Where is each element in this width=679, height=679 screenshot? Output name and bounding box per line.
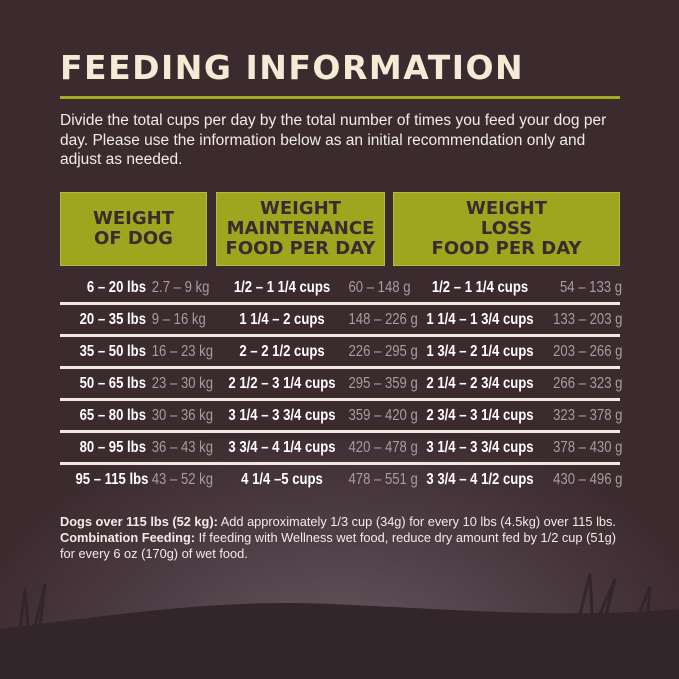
maintenance-grams: 295 – 359 g <box>348 375 418 392</box>
maintenance-grams: 148 – 226 g <box>348 311 418 328</box>
maintenance-cups: 2 – 2 1/2 cups <box>239 343 325 360</box>
loss-grams: 266 – 323 g <box>553 375 623 392</box>
maintenance-cups: 3 1/4 – 3 3/4 cups <box>228 407 336 424</box>
loss-grams: 133 – 203 g <box>553 311 623 328</box>
maintenance-cups: 4 1/4 –5 cups <box>241 471 323 488</box>
maintenance-cups: 2 1/2 – 3 1/4 cups <box>228 375 336 392</box>
weight-kg: 23 – 30 kg <box>151 375 214 392</box>
weight-kg: 16 – 23 kg <box>151 343 214 360</box>
weight-kg: 9 – 16 kg <box>151 311 206 328</box>
row-divider <box>60 334 620 337</box>
table-row: 20 – 35 lbs 9 – 16 kg 1 1/4 – 2 cups 148 – … <box>60 305 623 335</box>
combination-feeding-label: Combination Feeding: <box>60 530 196 545</box>
row-divider <box>60 430 620 433</box>
maintenance-cups: 1 1/4 – 2 cups <box>239 311 325 328</box>
weight-lbs: 20 – 35 lbs <box>79 311 146 328</box>
weight-lbs: 95 – 115 lbs <box>75 471 149 488</box>
weight-kg: 30 – 36 kg <box>151 407 214 424</box>
table-row: 6 – 20 lbs 2.7 – 9 kg 1/2 – 1 1/4 cups 60 –… <box>60 273 622 303</box>
header-weight-of-dog: WEIGHT OF DOG <box>60 192 207 266</box>
loss-cups: 2 3/4 – 3 1/4 cups <box>426 407 534 424</box>
loss-cups: 3 3/4 – 4 1/2 cups <box>426 471 534 488</box>
maintenance-grams: 60 – 148 g <box>348 279 411 296</box>
over-115-text: Add approximately 1/3 cup (34g) for ever… <box>217 514 616 529</box>
combination-feeding-text: If feeding with Wellness wet food, reduc… <box>60 530 616 561</box>
row-divider <box>60 462 620 465</box>
maintenance-grams: 359 – 420 g <box>348 407 418 424</box>
maintenance-grams: 226 – 295 g <box>348 343 418 360</box>
loss-grams: 203 – 266 g <box>553 343 623 360</box>
grass-hill-silhouette <box>0 573 679 679</box>
weight-lbs: 50 – 65 lbs <box>79 375 146 392</box>
table-row: 35 – 50 lbs 16 – 23 kg 2 – 2 1/2 cups 226 –… <box>60 337 623 367</box>
row-divider <box>60 398 620 401</box>
loss-grams: 430 – 496 g <box>553 471 623 488</box>
table-row: 95 – 115 lbs 43 – 52 kg 4 1/4 –5 cups 478 –… <box>60 465 623 495</box>
weight-lbs: 65 – 80 lbs <box>79 407 146 424</box>
weight-lbs: 6 – 20 lbs <box>86 279 146 296</box>
maintenance-cups: 1/2 – 1 1/4 cups <box>233 279 331 296</box>
over-115-label: Dogs over 115 lbs (52 kg): <box>60 514 218 529</box>
loss-cups: 3 1/4 – 3 3/4 cups <box>426 439 534 456</box>
loss-cups: 2 1/4 – 2 3/4 cups <box>426 375 534 392</box>
loss-grams: 378 – 430 g <box>553 439 623 456</box>
weight-kg: 43 – 52 kg <box>151 471 214 488</box>
header-weight-loss: WEIGHT LOSS FOOD PER DAY <box>393 192 620 266</box>
row-divider <box>60 366 620 369</box>
loss-grams: 323 – 378 g <box>553 407 623 424</box>
intro-text: Divide the total cups per day by the tot… <box>60 112 607 168</box>
loss-cups: 1 1/4 – 1 3/4 cups <box>426 311 534 328</box>
footnote: Dogs over 115 lbs (52 kg): Add approxima… <box>60 514 630 562</box>
header-maintenance: WEIGHT MAINTENANCE FOOD PER DAY <box>216 192 385 266</box>
weight-kg: 2.7 – 9 kg <box>151 279 210 296</box>
loss-cups: 1 3/4 – 2 1/4 cups <box>426 343 534 360</box>
maintenance-cups: 3 3/4 – 4 1/4 cups <box>228 439 336 456</box>
title-divider <box>60 96 620 99</box>
maintenance-grams: 420 – 478 g <box>348 439 418 456</box>
weight-lbs: 35 – 50 lbs <box>79 343 146 360</box>
maintenance-grams: 478 – 551 g <box>348 471 418 488</box>
table-row: 80 – 95 lbs 36 – 43 kg 3 3/4 – 4 1/4 cups 4… <box>60 433 623 463</box>
loss-grams: 54 – 133 g <box>559 279 622 296</box>
table-row: 50 – 65 lbs 23 – 30 kg 2 1/2 – 3 1/4 cups 2… <box>60 369 623 399</box>
table-row: 65 – 80 lbs 30 – 36 kg 3 1/4 – 3 3/4 cups 3… <box>60 401 623 431</box>
weight-kg: 36 – 43 kg <box>151 439 214 456</box>
page-title: FEEDING INFORMATION <box>60 48 525 87</box>
row-divider <box>60 302 620 305</box>
loss-cups: 1/2 – 1 1/4 cups <box>431 279 529 296</box>
weight-lbs: 80 – 95 lbs <box>79 439 146 456</box>
